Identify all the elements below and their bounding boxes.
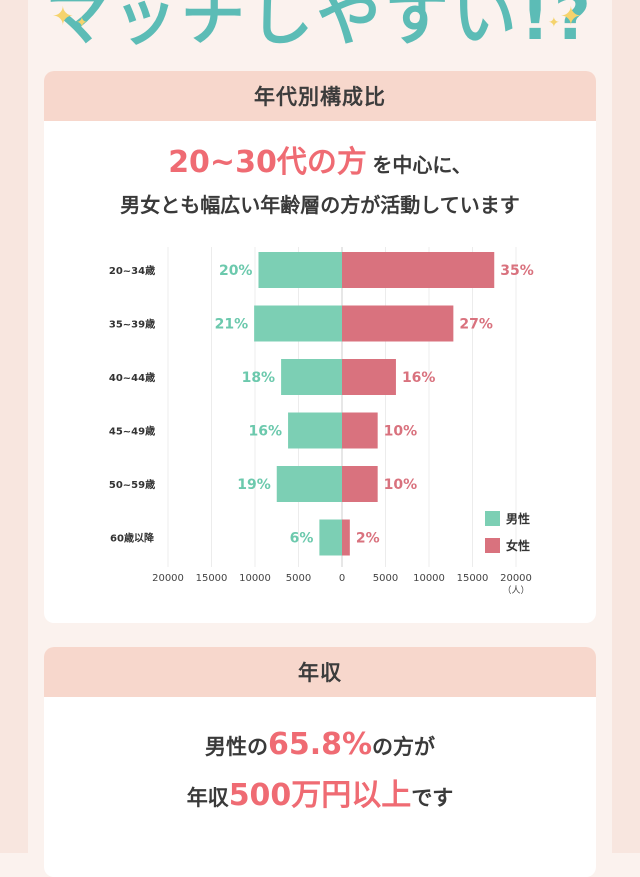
female-bar	[342, 252, 495, 288]
x-tick-label: 20000	[500, 573, 532, 584]
female-value-label: 16%	[402, 370, 436, 386]
income-line1-post: の方が	[372, 735, 436, 759]
age-subline: 男女とも幅広い年齢層の方が活動しています	[120, 193, 520, 217]
male-value-label: 6%	[290, 531, 314, 547]
category-label: 60歳以降	[110, 532, 155, 545]
male-value-label: 21%	[215, 317, 249, 333]
male-value-label: 19%	[237, 477, 271, 493]
income-section-header: 年収	[44, 647, 596, 697]
age-composition-card: 年代別構成比 20~30代の方 を中心に、 男女とも幅広い年齢層の方が活動してい…	[44, 71, 596, 623]
category-label: 50~59歳	[109, 478, 155, 491]
male-bar	[254, 305, 342, 342]
right-side-band	[612, 0, 640, 853]
x-tick-label: 5000	[373, 573, 398, 584]
male-bar	[281, 359, 342, 395]
male-bar	[319, 519, 342, 556]
x-tick-label: 10000	[239, 573, 271, 584]
female-bar	[342, 305, 454, 342]
female-bar	[342, 359, 396, 395]
legend-male-label: 男性	[506, 511, 530, 526]
age-headline-accent: 20~30代の方	[168, 145, 367, 180]
legend-female-swatch	[485, 538, 500, 553]
sparkle-icon: ✦	[52, 2, 74, 32]
male-value-label: 16%	[249, 424, 283, 440]
hero-title: マッチしやすい!?	[45, 0, 595, 55]
female-bar	[342, 466, 378, 502]
category-label: 35~39歳	[109, 318, 155, 331]
sparkle-icon: ✦	[76, 15, 88, 31]
age-headline-rest: を中心に、	[372, 153, 472, 177]
male-value-label: 20%	[219, 263, 253, 279]
left-side-band	[0, 0, 28, 853]
legend-female-label: 女性	[506, 538, 530, 553]
male-bar	[258, 252, 342, 288]
x-tick-label: 20000	[152, 573, 184, 584]
income-card: 年収 男性の65.8%の方が 年収500万円以上です	[44, 647, 596, 877]
age-headline: 20~30代の方 を中心に、	[44, 137, 596, 181]
male-bar	[288, 412, 342, 449]
female-value-label: 27%	[459, 317, 493, 333]
female-bar	[342, 519, 350, 556]
male-value-label: 18%	[242, 370, 276, 386]
female-value-label: 10%	[384, 424, 418, 440]
sparkle-icon: ✦	[548, 15, 560, 31]
x-tick-label: 5000	[286, 573, 311, 584]
income-sentence-2: 年収500万円以上です	[44, 770, 596, 814]
age-gender-chart: 20000 15000 10000 5000 0 5000 10000 15000 20000（…	[109, 247, 534, 596]
female-value-label: 35%	[500, 263, 534, 279]
category-label: 45~49歳	[109, 425, 155, 438]
legend-male-swatch	[485, 511, 500, 526]
age-section-header: 年代別構成比	[44, 71, 596, 121]
category-label: 40~44歳	[109, 371, 155, 384]
income-line1-accent: 65.8%	[267, 727, 373, 762]
x-tick-label: 0	[339, 573, 345, 584]
income-line2-post: です	[411, 786, 454, 810]
income-sentence-1: 男性の65.8%の方が	[44, 727, 596, 762]
sparkle-icon: ✦	[560, 2, 582, 32]
female-value-label: 10%	[384, 477, 418, 493]
x-tick-label: 15000	[457, 573, 489, 584]
income-line2-pre: 年収	[186, 786, 229, 810]
x-tick-label: 15000	[196, 573, 228, 584]
x-tick-label: 10000	[413, 573, 445, 584]
male-bar	[276, 466, 342, 502]
x-unit-label: （人）	[502, 585, 529, 596]
income-line1-pre: 男性の	[204, 735, 268, 759]
category-label: 20~34歳	[109, 264, 155, 277]
income-line2-accent: 500万円以上	[228, 778, 412, 813]
female-value-label: 2%	[356, 531, 380, 547]
female-bar	[342, 412, 378, 449]
